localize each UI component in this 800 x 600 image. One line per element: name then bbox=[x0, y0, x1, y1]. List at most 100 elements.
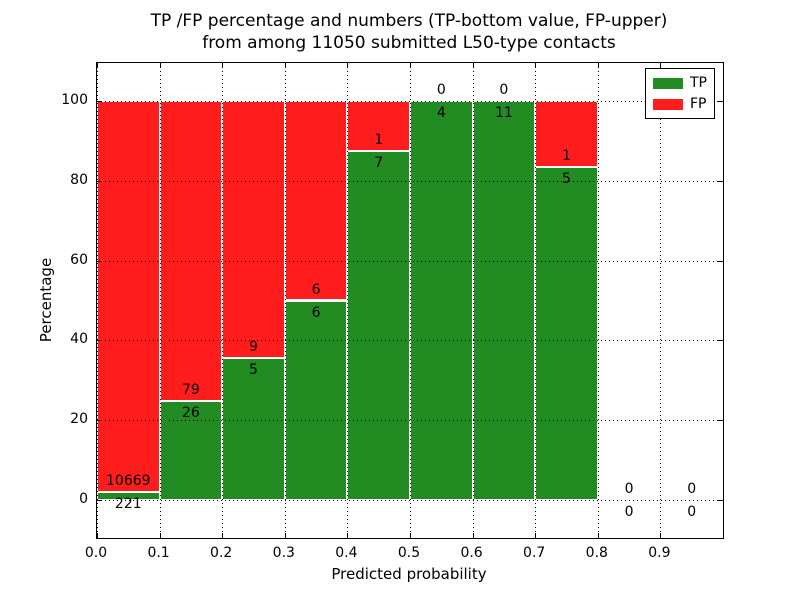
x-gridline bbox=[160, 63, 161, 538]
x-tick-mark-top bbox=[97, 63, 98, 68]
x-tick-label: 0.9 bbox=[648, 545, 671, 561]
x-tick-labels: 0.0 0.1 0.2 0.3 0.4 0.5 0.6 0.7 0.8 0.9 bbox=[85, 545, 722, 563]
x-gridline bbox=[598, 63, 599, 538]
x-tick-mark-top bbox=[160, 63, 161, 68]
bar-label-fp: 6 bbox=[311, 281, 321, 298]
chart-title: TP /FP percentage and numbers (TP-bottom… bbox=[96, 10, 722, 54]
legend-label-tp: TP bbox=[690, 75, 707, 91]
x-tick-mark-top bbox=[285, 63, 286, 68]
x-gridline bbox=[473, 63, 474, 538]
y-tick-label: 20 bbox=[70, 411, 88, 428]
x-tick-mark-bottom bbox=[473, 533, 474, 538]
chart-title-line2: from among 11050 submitted L50-type cont… bbox=[202, 33, 616, 53]
bar-segment-fp bbox=[222, 100, 285, 358]
bar-label-fp: 79 bbox=[181, 382, 200, 399]
x-tick-mark-bottom bbox=[285, 533, 286, 538]
x-tick-mark-top bbox=[473, 63, 474, 68]
bar-label-fp: 0 bbox=[499, 81, 509, 98]
x-tick-label: 0.7 bbox=[523, 545, 546, 561]
x-tick-label: 0.3 bbox=[272, 545, 295, 561]
bar-label-tp: 4 bbox=[436, 104, 446, 121]
bar-label-fp: 0 bbox=[624, 481, 634, 498]
bar-segment-tp bbox=[410, 100, 473, 501]
y-tick-mark-left bbox=[97, 340, 102, 341]
x-tick-mark-top bbox=[598, 63, 599, 68]
bar-label-tp: 5 bbox=[562, 171, 571, 188]
bar-label-tp: 26 bbox=[181, 405, 200, 422]
bar-segment-tp bbox=[284, 300, 348, 501]
x-gridline bbox=[285, 63, 286, 538]
bar-label-fp: 0 bbox=[687, 481, 697, 498]
bar-label-fp: 9 bbox=[249, 338, 258, 355]
y-tick-label: 40 bbox=[70, 331, 88, 348]
tick-marks-layer bbox=[97, 63, 723, 538]
bar-label-fp: 0 bbox=[436, 81, 446, 98]
bar-label-tp: 6 bbox=[311, 304, 321, 321]
bar-label-tp: 0 bbox=[624, 504, 634, 521]
tp-color-swatch bbox=[653, 77, 683, 89]
x-tick-mark-top bbox=[410, 63, 411, 68]
legend: TP FP bbox=[645, 68, 715, 119]
y-tick-mark-right bbox=[718, 500, 723, 501]
bar-segment-fp bbox=[535, 100, 598, 168]
plot-area: 10669 221 79 26 9 5 6 6 1 7 0 4 0 11 1 5 0 0 0 0 TP FP bbox=[96, 62, 724, 539]
bar-label-tp: 221 bbox=[114, 495, 142, 512]
x-tick-mark-top bbox=[347, 63, 348, 68]
x-tick-mark-bottom bbox=[410, 533, 411, 538]
y-tick-mark-right bbox=[718, 181, 723, 182]
y-tick-label: 100 bbox=[61, 91, 88, 108]
y-tick-mark-left bbox=[97, 420, 102, 421]
x-tick-mark-bottom bbox=[347, 533, 348, 538]
y-tick-mark-right bbox=[718, 101, 723, 102]
legend-item-fp: FP bbox=[653, 97, 707, 111]
bar-segment-fp bbox=[284, 100, 348, 301]
bar-label-fp: 1 bbox=[562, 148, 571, 165]
x-axis-label: Predicted probability bbox=[331, 565, 487, 583]
x-tick-label: 0.5 bbox=[397, 545, 421, 561]
bar-segment-tp bbox=[222, 357, 285, 501]
x-tick-label: 0.0 bbox=[84, 545, 108, 561]
bar-label-fp: 10669 bbox=[106, 472, 151, 489]
x-gridline bbox=[535, 63, 536, 538]
x-gridline bbox=[410, 63, 411, 538]
bar-segment-tp bbox=[347, 150, 410, 501]
bar-segment-fp bbox=[97, 100, 160, 492]
y-tick-mark-right bbox=[718, 261, 723, 262]
bar-segment-fp bbox=[159, 100, 223, 402]
bar-labels-layer: 10669 221 79 26 9 5 6 6 1 7 0 4 0 11 1 5 0 0 0 0 bbox=[97, 63, 723, 538]
bar-segment-fp bbox=[347, 100, 410, 151]
bar-segment-tp bbox=[535, 167, 598, 501]
x-tick-mark-bottom bbox=[598, 533, 599, 538]
bars-layer bbox=[97, 63, 723, 538]
x-tick-label: 0.1 bbox=[147, 545, 170, 561]
x-gridline bbox=[660, 63, 661, 538]
bar-label-tp: 5 bbox=[249, 361, 258, 378]
bar-label-fp: 1 bbox=[374, 131, 384, 148]
x-tick-label: 0.6 bbox=[460, 545, 483, 561]
y-tick-mark-right bbox=[718, 340, 723, 341]
y-tick-labels: 0 20 40 60 80 100 bbox=[0, 62, 88, 537]
x-tick-label: 0.4 bbox=[335, 545, 358, 561]
y-tick-label: 0 bbox=[79, 491, 88, 508]
y-tick-mark-left bbox=[97, 181, 102, 182]
grid-layer bbox=[97, 63, 723, 538]
y-tick-label: 80 bbox=[70, 171, 88, 188]
bar-segment-tp bbox=[472, 100, 536, 501]
legend-label-fp: FP bbox=[690, 96, 707, 112]
x-tick-mark-bottom bbox=[535, 533, 536, 538]
y-tick-mark-left bbox=[97, 101, 102, 102]
bar-label-tp: 7 bbox=[374, 154, 384, 171]
x-gridline bbox=[347, 63, 348, 538]
bar-label-tp: 11 bbox=[494, 104, 513, 121]
x-tick-mark-bottom bbox=[97, 533, 98, 538]
x-tick-label: 0.2 bbox=[210, 545, 233, 561]
x-gridline bbox=[97, 63, 98, 538]
x-tick-mark-bottom bbox=[222, 533, 223, 538]
x-tick-mark-bottom bbox=[160, 533, 161, 538]
x-tick-label: 0.8 bbox=[585, 545, 608, 561]
chart-title-line1: TP /FP percentage and numbers (TP-bottom… bbox=[150, 11, 668, 31]
y-tick-mark-left bbox=[97, 261, 102, 262]
x-tick-mark-bottom bbox=[660, 533, 661, 538]
y-tick-mark-right bbox=[718, 420, 723, 421]
